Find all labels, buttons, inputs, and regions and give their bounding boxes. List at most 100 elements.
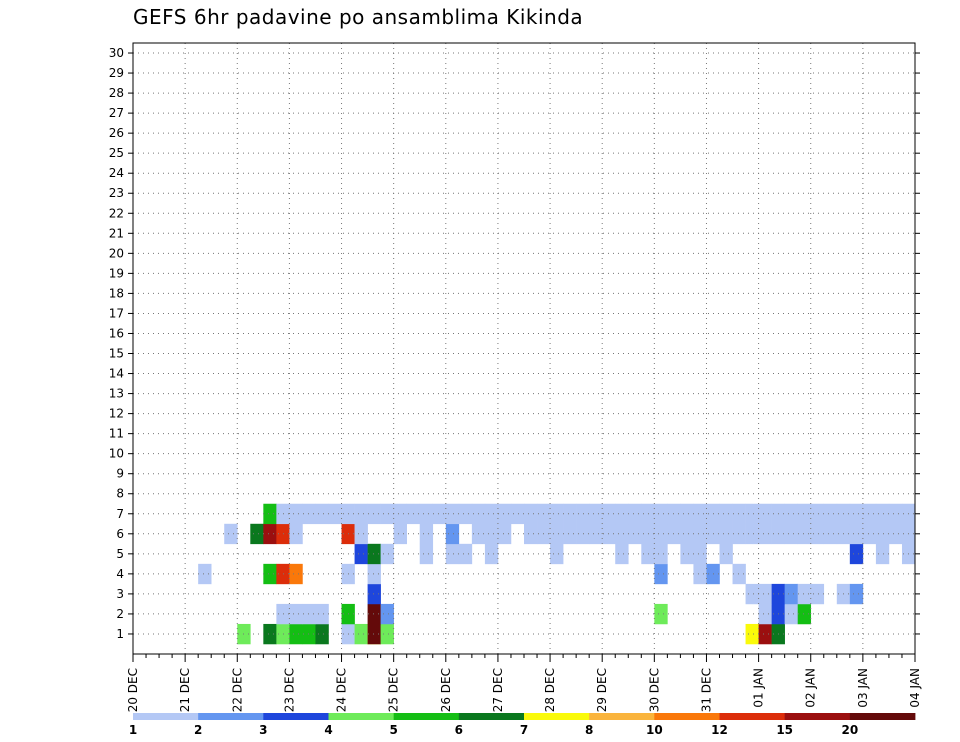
legend-label: 6	[455, 723, 463, 737]
heatmap-cell	[784, 523, 798, 545]
heatmap-cell	[849, 543, 864, 565]
y-tick-label: 6	[116, 527, 124, 541]
heatmap-cell	[224, 523, 238, 545]
legend: 1 2 3 4 5 6 7 8 10 12 15 20	[129, 713, 916, 737]
heatmap-cell	[693, 543, 707, 565]
heatmap-cell	[289, 623, 303, 645]
legend-label: 15	[776, 723, 793, 737]
heatmap-cell	[615, 523, 629, 545]
heatmap-cell	[524, 503, 538, 525]
heatmap-cell	[458, 503, 473, 525]
heatmap-cell	[641, 543, 655, 565]
heatmap-cell	[393, 503, 407, 525]
y-tick-label: 27	[109, 106, 124, 120]
x-tick-label: 28 DEC	[543, 668, 557, 712]
heatmap-cell	[315, 503, 329, 525]
x-tick-label: 23 DEC	[282, 668, 296, 712]
heatmap-cell	[524, 523, 538, 545]
heatmap-cell	[745, 503, 759, 525]
y-tick-label: 1	[116, 627, 124, 641]
y-tick-label: 14	[109, 367, 124, 381]
heatmap-cell	[198, 563, 212, 585]
legend-label: 12	[711, 723, 728, 737]
heatmap-cell	[758, 583, 772, 605]
y-tick-label: 18	[109, 286, 124, 300]
heatmap-cell	[615, 543, 629, 565]
legend-swatch	[654, 713, 720, 720]
y-tick-label: 2	[116, 607, 124, 621]
heatmap-cell	[641, 503, 655, 525]
legend-label: 8	[585, 723, 593, 737]
heatmap-cell	[263, 563, 277, 585]
heatmap-cell	[654, 603, 668, 625]
y-tick-label: 4	[116, 567, 124, 581]
heatmap-cell	[432, 503, 447, 525]
heatmap-cell	[445, 523, 460, 545]
heatmap-cell	[719, 543, 733, 565]
heatmap-cell	[641, 523, 655, 545]
x-tick-label: 25 DEC	[387, 668, 401, 712]
y-tick-label: 12	[109, 407, 124, 421]
legend-swatch	[719, 713, 786, 720]
heatmap-cell	[419, 503, 434, 525]
heatmap-cell	[354, 543, 368, 565]
legend-label: 7	[520, 723, 528, 737]
legend-swatch	[524, 713, 590, 720]
heatmap-cell	[263, 523, 277, 545]
heatmap-cell	[354, 523, 368, 545]
y-tick-label: 11	[109, 427, 124, 441]
x-tick-label: 01 JAN	[752, 668, 766, 708]
heatmap-cell	[328, 503, 342, 525]
heatmap-cell	[576, 523, 590, 545]
heatmap-cell	[615, 503, 629, 525]
legend-swatch	[784, 713, 851, 720]
heatmap-cell	[315, 623, 329, 645]
heatmap-cell	[797, 583, 812, 605]
heatmap-cell	[654, 523, 668, 545]
heatmap-cell	[654, 543, 668, 565]
heatmap-cell	[784, 583, 798, 605]
heatmap-cell	[693, 523, 707, 545]
heatmap-cell	[680, 503, 694, 525]
legend-swatch	[263, 713, 329, 720]
heatmap-cell	[484, 523, 499, 545]
y-tick-label: 16	[109, 326, 124, 340]
heatmap-cell	[758, 503, 772, 525]
chart-title: GEFS 6hr padavine po ansamblima Kikinda	[133, 5, 584, 29]
heatmap-cell	[862, 523, 877, 545]
heatmap-cell	[810, 583, 825, 605]
heatmap-cell	[810, 523, 825, 545]
y-tick-label: 30	[109, 46, 124, 60]
heatmap-cell	[445, 503, 460, 525]
y-tick-label: 9	[116, 467, 124, 481]
heatmap-cell	[289, 603, 303, 625]
heatmap-cell	[419, 543, 434, 565]
heatmap-cell	[302, 603, 316, 625]
heatmap-cell	[302, 503, 316, 525]
heatmap-cell	[784, 603, 798, 625]
x-tick-label: 02 JAN	[804, 668, 818, 708]
heatmap-cell	[484, 543, 499, 565]
legend-swatch	[589, 713, 655, 720]
heatmap-cell	[497, 523, 512, 545]
legend-swatch	[458, 713, 525, 720]
heatmap-cell	[380, 603, 394, 625]
heatmap-cell	[510, 503, 525, 525]
legend-label: 4	[324, 723, 332, 737]
y-tick-label: 15	[109, 347, 124, 361]
heatmap-cell	[367, 583, 381, 605]
heatmap-cell	[550, 543, 564, 565]
heatmap-cell	[784, 503, 798, 525]
heatmap-cell	[732, 523, 746, 545]
legend-label: 20	[841, 723, 858, 737]
y-tick-label: 20	[109, 246, 124, 260]
y-tick-label: 13	[109, 387, 124, 401]
x-tick-label: 30 DEC	[647, 668, 661, 712]
heatmap-cell	[367, 543, 381, 565]
legend-swatch	[393, 713, 460, 720]
y-tick-label: 24	[109, 166, 124, 180]
heatmap-cell	[302, 623, 316, 645]
heatmap-cell	[289, 563, 303, 585]
heatmap-cell	[589, 503, 603, 525]
